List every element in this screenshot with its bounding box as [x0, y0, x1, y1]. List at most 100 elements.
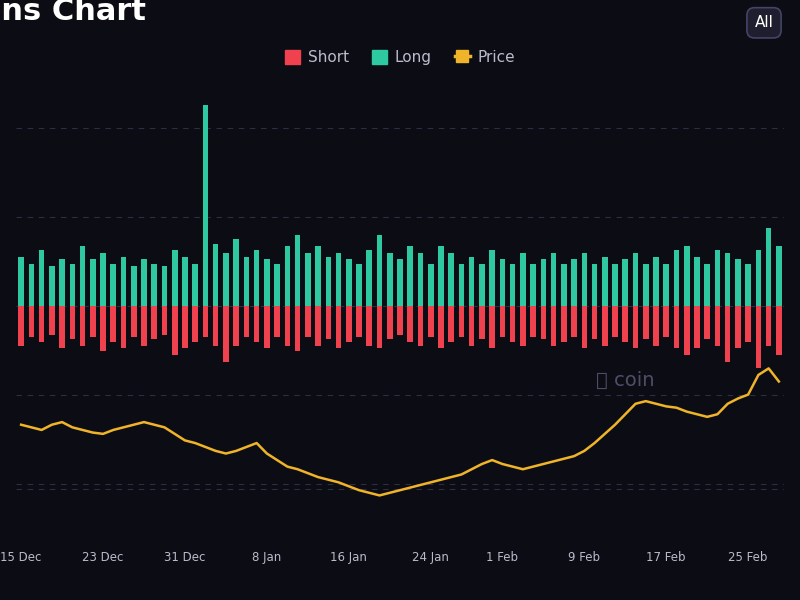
Bar — [776, 306, 782, 355]
Bar — [714, 250, 720, 306]
Bar — [438, 246, 444, 306]
Bar — [49, 306, 54, 335]
Bar — [213, 306, 218, 346]
Bar — [315, 306, 321, 346]
Bar — [622, 259, 628, 306]
Bar — [418, 306, 423, 346]
Bar — [746, 263, 751, 306]
Bar — [674, 250, 679, 306]
Bar — [755, 306, 762, 368]
Text: All: All — [754, 16, 774, 31]
Bar — [735, 259, 741, 306]
Bar — [356, 306, 362, 337]
Bar — [561, 306, 566, 341]
Bar — [755, 250, 762, 306]
Bar — [592, 306, 598, 340]
Bar — [428, 306, 434, 337]
Bar — [612, 306, 618, 337]
Bar — [725, 306, 730, 362]
Bar — [223, 306, 229, 362]
Bar — [29, 263, 34, 306]
Bar — [243, 257, 250, 306]
Bar — [366, 250, 372, 306]
Bar — [356, 263, 362, 306]
Bar — [479, 263, 485, 306]
Bar — [141, 306, 147, 346]
Bar — [663, 263, 669, 306]
Bar — [704, 263, 710, 306]
Bar — [704, 306, 710, 340]
Text: ions Chart: ions Chart — [0, 0, 146, 26]
Bar — [725, 253, 730, 306]
Bar — [377, 306, 382, 349]
Bar — [162, 266, 167, 306]
Bar — [407, 306, 413, 341]
Bar — [499, 259, 506, 306]
Bar — [397, 259, 403, 306]
Bar — [192, 306, 198, 341]
Bar — [346, 259, 352, 306]
Bar — [294, 306, 301, 350]
Bar — [70, 306, 75, 340]
Bar — [602, 257, 608, 306]
Bar — [18, 306, 24, 346]
Bar — [490, 250, 495, 306]
Bar — [510, 306, 515, 341]
Bar — [643, 263, 649, 306]
Bar — [336, 253, 342, 306]
Bar — [694, 306, 700, 349]
Bar — [458, 263, 464, 306]
Bar — [520, 306, 526, 346]
Bar — [213, 244, 218, 306]
Bar — [663, 306, 669, 337]
Bar — [714, 306, 720, 346]
Bar — [448, 253, 454, 306]
Bar — [530, 306, 536, 337]
Bar — [38, 306, 45, 341]
Bar — [18, 257, 24, 306]
Bar — [202, 106, 208, 306]
Bar — [366, 306, 372, 346]
Bar — [274, 263, 280, 306]
Bar — [285, 306, 290, 346]
Bar — [285, 246, 290, 306]
Bar — [571, 306, 577, 337]
Bar — [397, 306, 403, 335]
Bar — [151, 306, 157, 340]
Bar — [735, 306, 741, 349]
Bar — [38, 250, 45, 306]
Bar — [448, 306, 454, 341]
Bar — [131, 306, 137, 337]
Bar — [746, 306, 751, 341]
Bar — [622, 306, 628, 341]
Bar — [192, 263, 198, 306]
Bar — [694, 257, 700, 306]
Bar — [684, 306, 690, 355]
Bar — [121, 306, 126, 349]
Bar — [674, 306, 679, 349]
Bar — [264, 259, 270, 306]
Bar — [428, 263, 434, 306]
Bar — [315, 246, 321, 306]
Bar — [602, 306, 608, 346]
Bar — [59, 306, 65, 349]
Bar — [274, 306, 280, 337]
Bar — [254, 250, 259, 306]
Bar — [582, 253, 587, 306]
Bar — [223, 253, 229, 306]
Bar — [202, 306, 208, 337]
Bar — [387, 306, 393, 340]
Bar — [172, 306, 178, 355]
Bar — [80, 246, 86, 306]
Bar — [766, 306, 771, 346]
Bar — [80, 306, 86, 346]
Bar — [326, 257, 331, 306]
Bar — [100, 306, 106, 350]
Bar — [59, 259, 65, 306]
Bar — [264, 306, 270, 349]
Bar — [254, 306, 259, 341]
Bar — [776, 246, 782, 306]
Bar — [530, 263, 536, 306]
Bar — [643, 306, 649, 340]
Bar — [582, 306, 587, 349]
